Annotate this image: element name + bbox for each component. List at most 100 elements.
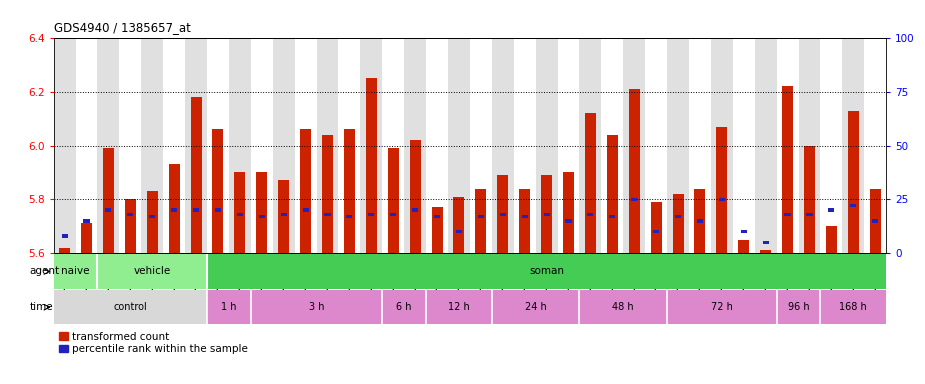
Bar [820, 38, 843, 253]
Bar [587, 213, 594, 216]
Text: 72 h: 72 h [711, 302, 733, 312]
Bar [798, 38, 820, 253]
Bar [448, 38, 470, 253]
Bar [346, 215, 352, 218]
Bar [280, 213, 287, 216]
Bar [804, 146, 815, 253]
Bar [667, 38, 689, 253]
Bar [213, 129, 224, 253]
Bar [579, 38, 601, 253]
Bar [760, 250, 771, 253]
Bar [478, 215, 484, 218]
Bar [755, 38, 777, 253]
Bar [390, 213, 396, 216]
Text: vehicle: vehicle [133, 266, 171, 276]
Bar [434, 215, 440, 218]
Bar [850, 204, 857, 207]
Bar [426, 38, 448, 253]
Bar [711, 38, 733, 253]
Bar [237, 213, 243, 216]
Bar [83, 219, 90, 223]
Bar [168, 164, 179, 253]
Bar [519, 189, 530, 253]
Bar [492, 38, 513, 253]
Bar [234, 172, 245, 253]
Bar [536, 38, 558, 253]
Text: 168 h: 168 h [839, 302, 867, 312]
Bar [412, 208, 418, 212]
Bar [54, 38, 76, 253]
Bar [629, 89, 640, 253]
Bar [716, 127, 727, 253]
Bar [864, 38, 886, 253]
Bar [807, 213, 812, 216]
Text: soman: soman [529, 266, 564, 276]
Bar [278, 180, 290, 253]
Bar [388, 148, 399, 253]
Bar [185, 38, 207, 253]
Text: agent: agent [30, 266, 60, 276]
Bar [650, 202, 661, 253]
Text: 6 h: 6 h [397, 302, 412, 312]
Bar [325, 213, 330, 216]
Bar [215, 208, 221, 212]
Bar [97, 38, 119, 253]
Bar [251, 38, 273, 253]
Bar [828, 208, 834, 212]
Bar [344, 129, 355, 253]
Bar [741, 230, 746, 233]
Bar [607, 135, 618, 253]
Bar [762, 240, 769, 244]
Text: 3 h: 3 h [309, 302, 325, 312]
Text: 48 h: 48 h [612, 302, 634, 312]
Bar [361, 38, 382, 253]
Bar [623, 38, 645, 253]
Bar [783, 86, 793, 253]
Bar [322, 135, 333, 253]
Text: 96 h: 96 h [788, 302, 809, 312]
Bar [456, 230, 462, 233]
Bar [193, 208, 199, 212]
Bar [453, 197, 464, 253]
Bar [273, 38, 295, 253]
Bar [475, 189, 487, 253]
Bar [541, 175, 552, 253]
Bar [777, 38, 798, 253]
Bar [843, 38, 864, 253]
Bar [675, 215, 681, 218]
Bar [119, 38, 142, 253]
Bar [207, 38, 228, 253]
Bar [653, 230, 660, 233]
Bar [697, 219, 703, 223]
Bar [81, 223, 92, 253]
Bar [163, 38, 185, 253]
Bar [366, 78, 376, 253]
Bar [872, 219, 878, 223]
Text: naive: naive [61, 266, 90, 276]
Bar [733, 38, 755, 253]
Bar [228, 38, 251, 253]
Bar [368, 213, 375, 216]
Bar [544, 213, 549, 216]
Bar [259, 215, 265, 218]
Bar [432, 207, 442, 253]
Bar [870, 189, 881, 253]
Bar [585, 113, 596, 253]
Bar [565, 219, 572, 223]
Bar [645, 38, 667, 253]
Bar [300, 129, 311, 253]
Bar [62, 234, 68, 238]
Bar [784, 213, 791, 216]
Bar [171, 208, 178, 212]
Bar [558, 38, 579, 253]
Text: 12 h: 12 h [448, 302, 470, 312]
Bar [672, 194, 684, 253]
Text: 24 h: 24 h [524, 302, 547, 312]
Bar [522, 215, 528, 218]
Bar [142, 38, 163, 253]
Bar [256, 172, 267, 253]
Bar [149, 215, 155, 218]
Bar [826, 226, 837, 253]
Bar [689, 38, 711, 253]
Bar [128, 213, 133, 216]
